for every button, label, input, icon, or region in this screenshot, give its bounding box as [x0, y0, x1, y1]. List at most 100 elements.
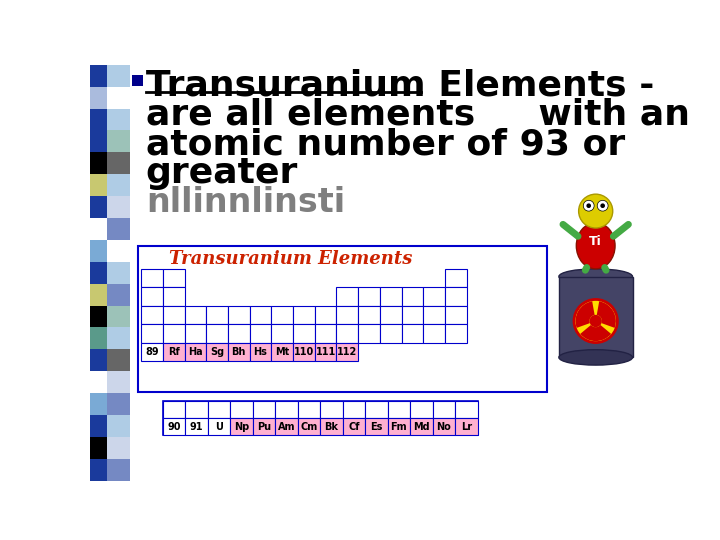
Bar	[138, 246, 547, 392]
Text: Ti: Ti	[589, 235, 602, 248]
Bar	[293, 325, 315, 343]
Text: 111: 111	[315, 347, 336, 357]
Bar	[107, 131, 130, 152]
Bar	[336, 343, 358, 361]
Bar	[253, 418, 275, 435]
Text: Transuranium Elements: Transuranium Elements	[169, 249, 413, 268]
Bar	[163, 343, 184, 361]
Wedge shape	[597, 301, 616, 328]
Text: Bk: Bk	[325, 422, 338, 431]
Bar	[185, 401, 208, 418]
Bar	[336, 325, 358, 343]
Circle shape	[586, 204, 591, 208]
Bar	[107, 174, 130, 196]
Text: Cm: Cm	[300, 422, 318, 431]
Text: 110: 110	[294, 347, 314, 357]
Bar	[293, 343, 315, 361]
Circle shape	[597, 200, 608, 211]
Text: Mt: Mt	[275, 347, 289, 357]
Bar	[410, 401, 433, 418]
Text: Hs: Hs	[253, 347, 267, 357]
Circle shape	[600, 204, 605, 208]
Bar	[271, 325, 293, 343]
Bar	[163, 287, 184, 306]
Bar	[90, 218, 107, 240]
Bar	[433, 418, 455, 435]
Bar	[230, 401, 253, 418]
Bar	[163, 401, 477, 435]
Wedge shape	[575, 301, 595, 328]
Bar	[380, 325, 402, 343]
Bar	[90, 349, 107, 371]
Text: Es: Es	[370, 422, 382, 431]
Text: atomic number of 93 or: atomic number of 93 or	[145, 127, 625, 161]
Bar	[343, 401, 365, 418]
Circle shape	[590, 315, 602, 327]
Bar	[559, 276, 632, 357]
Bar	[163, 418, 185, 435]
Bar	[208, 401, 230, 418]
Text: 91: 91	[190, 422, 203, 431]
Bar	[90, 174, 107, 196]
Bar	[107, 152, 130, 174]
Bar	[184, 325, 206, 343]
Bar	[250, 343, 271, 361]
Bar	[271, 306, 293, 325]
Bar	[107, 393, 130, 415]
Bar	[184, 306, 206, 325]
Bar	[423, 287, 445, 306]
Bar	[90, 262, 107, 284]
Bar	[336, 306, 358, 325]
FancyArrowPatch shape	[613, 225, 629, 237]
Bar	[90, 437, 107, 458]
Bar	[358, 325, 380, 343]
Bar	[445, 269, 467, 287]
Bar	[271, 343, 293, 361]
Bar	[275, 418, 297, 435]
FancyArrowPatch shape	[585, 267, 587, 270]
Text: Sg: Sg	[210, 347, 224, 357]
Bar	[423, 306, 445, 325]
Bar	[423, 325, 445, 343]
Ellipse shape	[559, 350, 632, 365]
Text: Cf: Cf	[348, 422, 359, 431]
Bar	[107, 109, 130, 131]
Bar	[445, 325, 467, 343]
Bar	[90, 109, 107, 131]
Ellipse shape	[576, 222, 615, 269]
Bar	[107, 87, 130, 109]
Bar	[90, 393, 107, 415]
Bar	[320, 401, 343, 418]
Bar	[206, 325, 228, 343]
Bar	[107, 240, 130, 262]
Bar	[184, 343, 206, 361]
Bar	[107, 196, 130, 218]
Bar	[107, 371, 130, 393]
Bar	[402, 287, 423, 306]
Bar	[293, 306, 315, 325]
Bar	[410, 418, 433, 435]
Text: are all elements     with an: are all elements with an	[145, 98, 690, 132]
Bar	[387, 401, 410, 418]
Bar	[275, 401, 297, 418]
Bar	[90, 65, 107, 87]
Bar	[107, 306, 130, 327]
Text: Fm: Fm	[390, 422, 407, 431]
Bar	[90, 458, 107, 481]
Bar	[141, 343, 163, 361]
Bar	[132, 75, 143, 85]
Bar	[253, 401, 275, 418]
Bar	[297, 418, 320, 435]
Bar	[433, 401, 455, 418]
Bar	[107, 262, 130, 284]
Bar	[380, 306, 402, 325]
Bar	[90, 87, 107, 109]
Text: greater: greater	[145, 157, 298, 191]
Bar	[141, 269, 163, 287]
Text: Rf: Rf	[168, 347, 179, 357]
Bar	[358, 306, 380, 325]
Circle shape	[583, 200, 594, 211]
Bar	[208, 418, 230, 435]
Bar	[315, 343, 336, 361]
Text: Lr: Lr	[461, 422, 472, 431]
